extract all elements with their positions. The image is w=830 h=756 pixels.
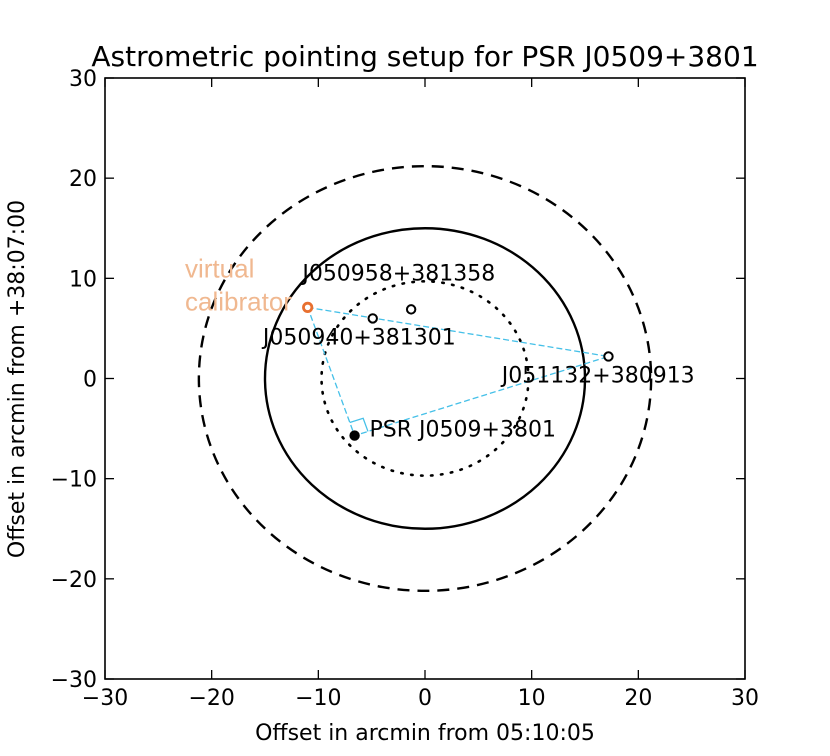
virtual-calibrator-label: calibrator <box>185 286 292 316</box>
y-tick-label: −30 <box>51 668 97 693</box>
source-label: J050958+381358 <box>300 261 495 286</box>
right-angle-marker <box>349 417 369 432</box>
y-tick-label: 20 <box>69 167 97 192</box>
pointing-triangle <box>306 306 609 437</box>
source-label: J051132+380913 <box>500 364 695 389</box>
x-tick-label: 30 <box>731 686 759 711</box>
dashed-circle <box>197 164 653 593</box>
calibrator-point <box>603 351 614 362</box>
virtual-calibrator-label: virtual <box>185 253 254 283</box>
y-tick-label: −10 <box>51 468 97 493</box>
source-label: PSR J0509+3801 <box>370 418 556 443</box>
dotted-circle <box>320 280 530 477</box>
y-tick-label: 0 <box>83 368 97 393</box>
solid-circle <box>263 227 587 530</box>
virtual-point <box>302 301 314 313</box>
x-tick-label: 10 <box>518 686 546 711</box>
calibrator-point <box>367 313 378 324</box>
y-tick-label: 30 <box>69 67 97 92</box>
x-tick-label: −10 <box>295 686 341 711</box>
x-tick-label: 0 <box>418 686 432 711</box>
target-point <box>349 430 360 441</box>
x-tick-label: 20 <box>624 686 652 711</box>
x-tick-label: −20 <box>188 686 234 711</box>
source-label: J050940+381301 <box>261 325 456 350</box>
x-axis-label: Offset in arcmin from 05:10:05 <box>255 721 595 746</box>
y-tick-label: 10 <box>69 267 97 292</box>
chart-title: Astrometric pointing setup for PSR J0509… <box>91 40 758 73</box>
plot-area: −30 −20 −10 0 10 20 30 −30 −20 −10 0 10 20 30 virtualc… <box>51 67 759 711</box>
calibrator-point <box>405 304 417 315</box>
y-tick-label: −20 <box>51 568 97 593</box>
x-tick-label: −30 <box>82 686 128 711</box>
y-axis-label: Offset in arcmin from +38:07:00 <box>5 200 30 558</box>
